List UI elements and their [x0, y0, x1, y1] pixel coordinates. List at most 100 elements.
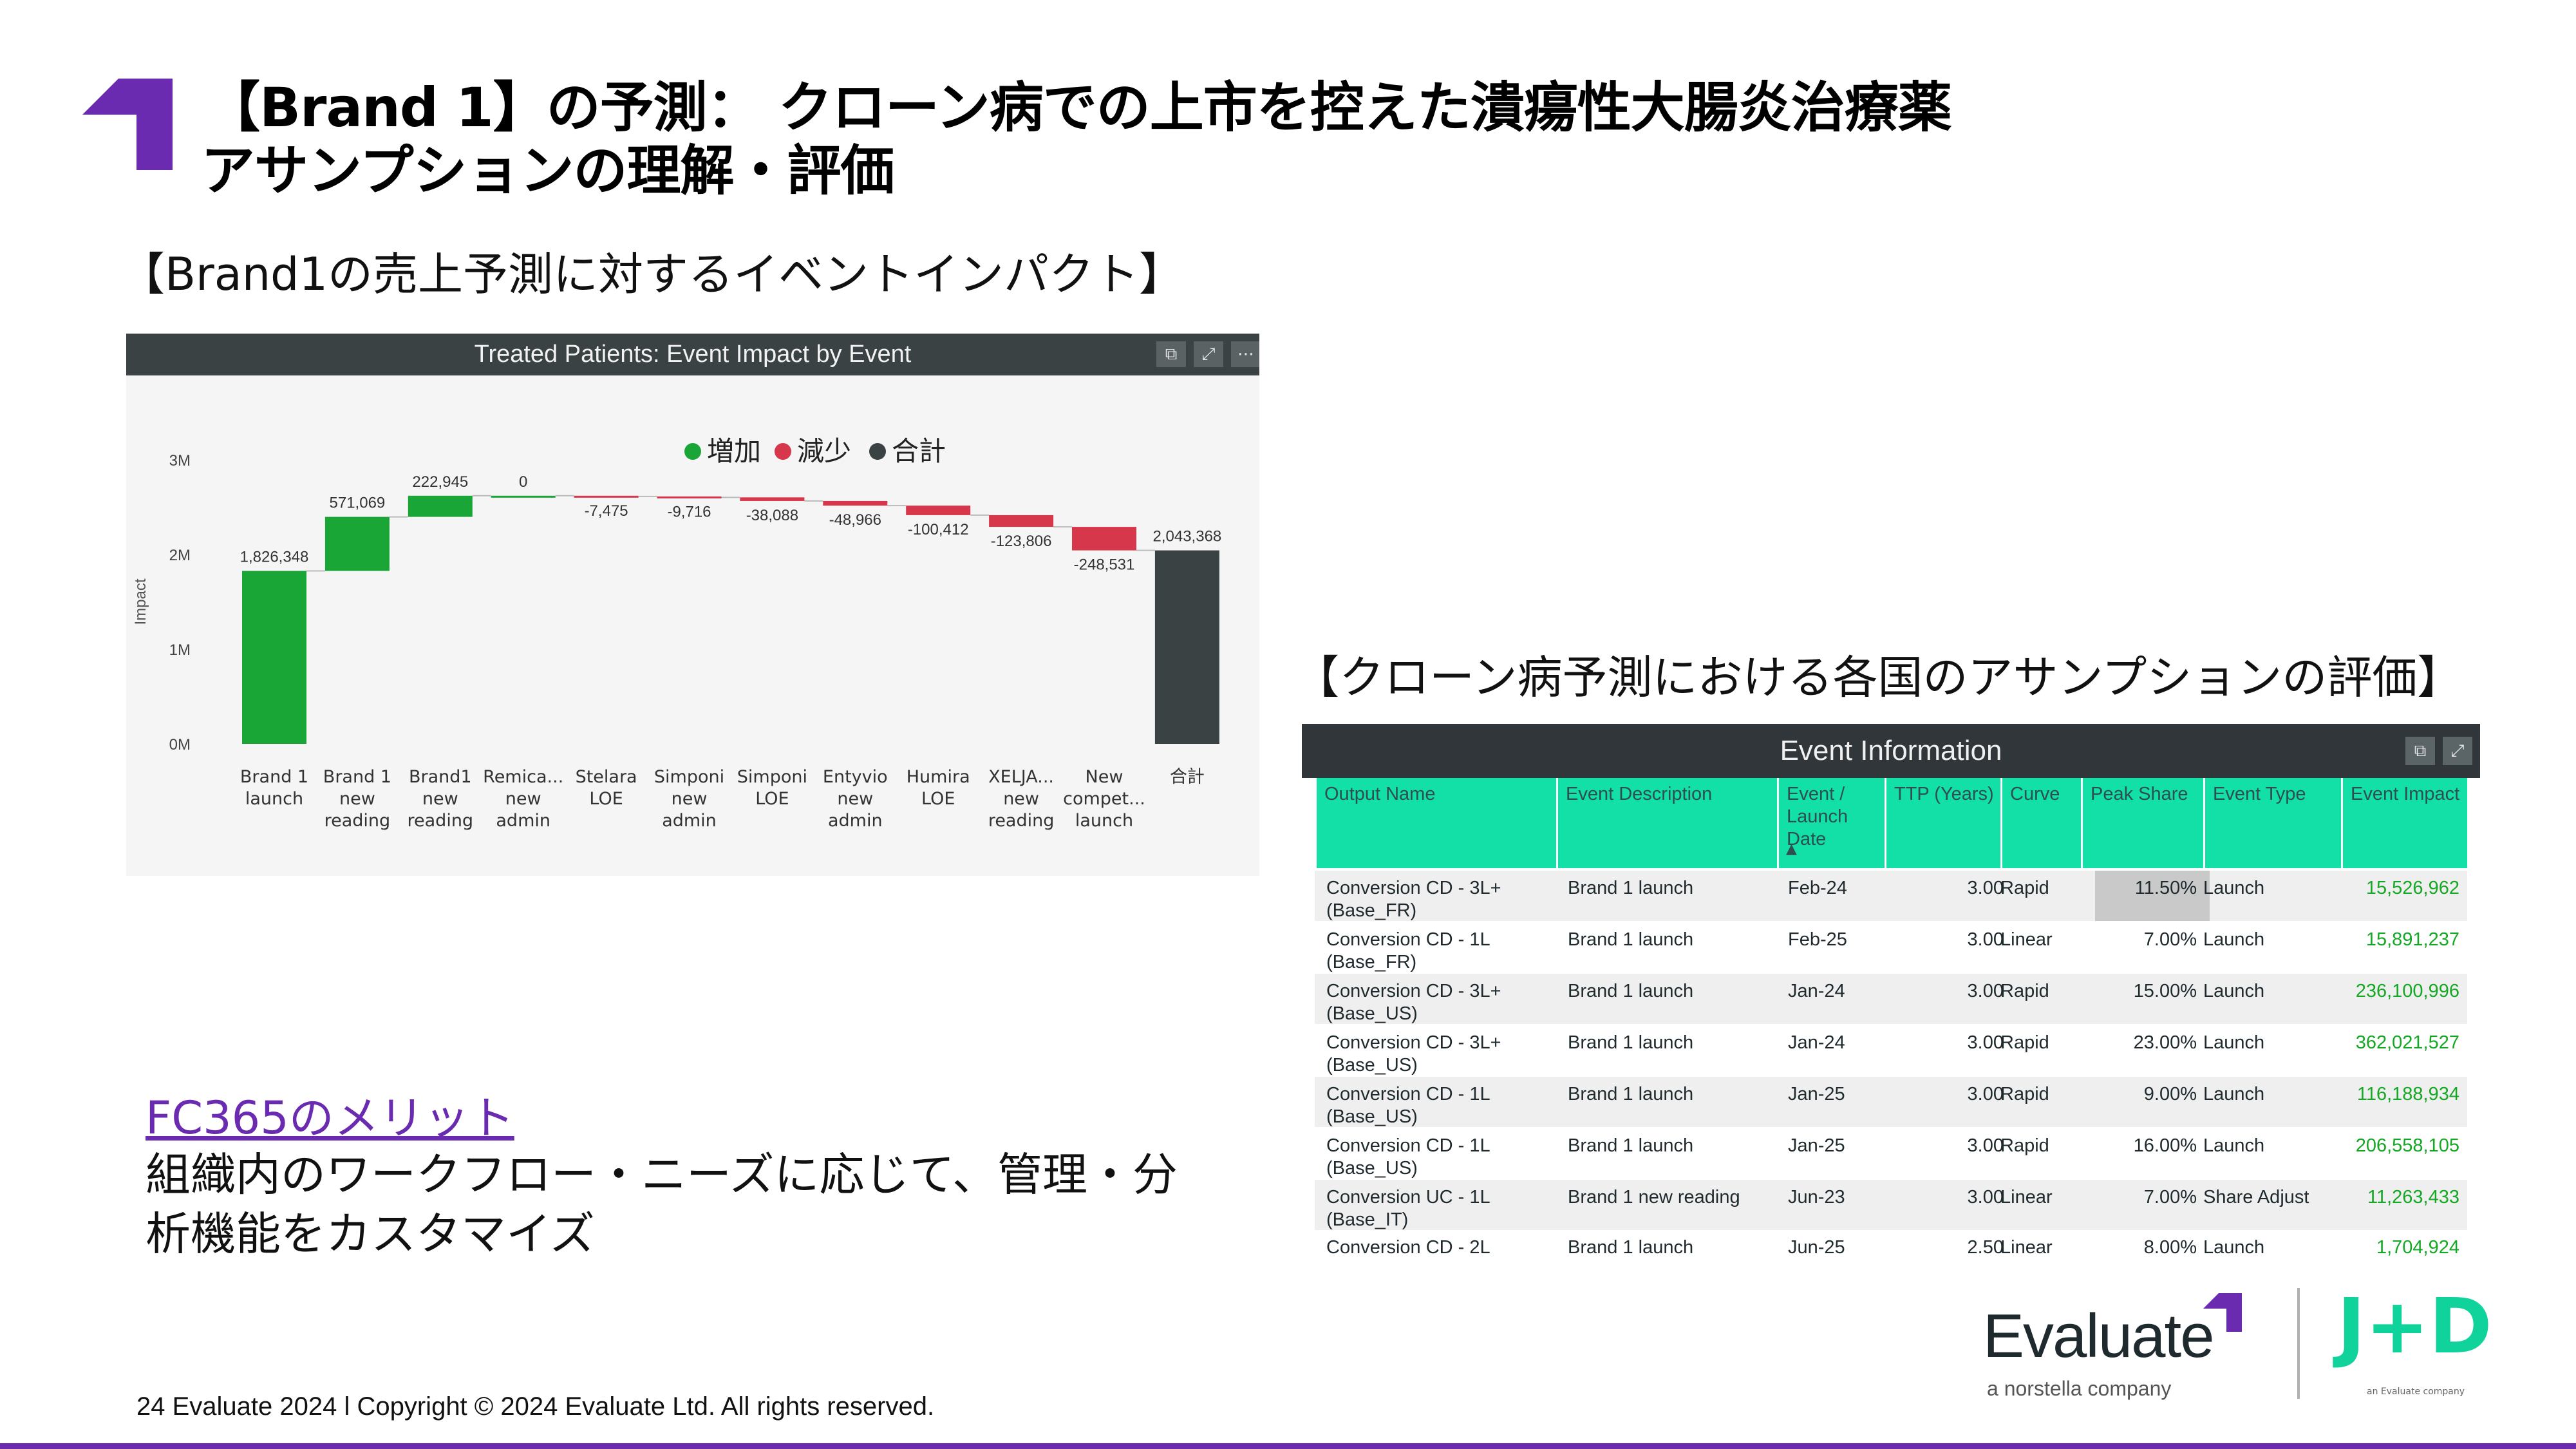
y-tick-label: 1M	[169, 641, 191, 659]
table-row[interactable]: Conversion UC - 1L (Base_IT) Brand 1 new …	[1315, 1180, 2467, 1230]
table-cell: Jun-23	[1788, 1187, 1845, 1208]
waterfall-bar	[740, 497, 805, 501]
table-cell: 3.00	[1967, 1084, 2004, 1104]
data-label: -38,088	[746, 507, 798, 524]
bottom-rule	[0, 1443, 2576, 1449]
waterfall-bar	[906, 506, 971, 515]
evaluate-logo-mark-icon	[2203, 1293, 2242, 1332]
table-cell: Conversion CD - 1L (Base_US)	[1326, 1084, 1490, 1127]
table-cell: Conversion CD - 1L (Base_FR)	[1326, 929, 1490, 972]
waterfall-bar	[657, 496, 722, 498]
table-cell: 362,021,527	[2355, 1032, 2459, 1053]
table-cell: 2.50	[1967, 1237, 2004, 1257]
table-cell: Linear	[2000, 929, 2053, 950]
sort-ascending-icon[interactable]: ▲	[1786, 841, 1797, 857]
table-cell: Share Adjust	[2203, 1187, 2309, 1208]
column-header[interactable]: Event Impact	[2341, 778, 2467, 868]
category-label: Brand1	[409, 767, 472, 787]
waterfall-bar	[324, 516, 390, 571]
waterfall-bar	[1072, 527, 1136, 551]
table-row[interactable]: Conversion CD - 3L+ (Base_US) Brand 1 lau…	[1315, 974, 2467, 1024]
table-row[interactable]: Conversion CD - 1L (Base_FR) Brand 1 laun…	[1315, 922, 2467, 972]
table-cell: Jan-24	[1788, 981, 1845, 1001]
footer-copyright: 24 Evaluate 2024 l Copyright © 2024 Eval…	[136, 1392, 935, 1421]
table-row[interactable]: Conversion CD - 2L Brand 1 launch Jun-25 2.…	[1315, 1230, 2467, 1257]
waterfall-bar	[242, 571, 306, 744]
table-cell: Feb-25	[1788, 929, 1847, 950]
category-label: launch	[1075, 811, 1133, 831]
table-cell: 1,704,924	[2376, 1237, 2459, 1257]
category-label: XELJA...	[988, 767, 1054, 787]
table-cell: Rapid	[2000, 1084, 2049, 1104]
table-cell: Brand 1 launch	[1568, 981, 1694, 1001]
category-label: reading	[324, 811, 391, 831]
more-icon[interactable]: ⋯	[1231, 341, 1259, 367]
column-header[interactable]: TTP (Years)	[1885, 778, 2000, 868]
table-cell: 15,891,237	[2365, 929, 2459, 950]
table-cell: Launch	[2203, 1237, 2265, 1257]
table-cell: 15.00%	[2133, 981, 2197, 1001]
fc365-benefit-link[interactable]: FC365のメリット	[146, 1092, 514, 1144]
table-cell: Linear	[2000, 1187, 2053, 1208]
category-label: new	[505, 789, 541, 809]
legend-marker	[684, 443, 701, 460]
page-subtitle: アサンプションの理解・評価	[201, 139, 894, 202]
chart-title: Treated Patients: Event Impact by Event	[474, 341, 912, 368]
table-cell: Jan-25	[1788, 1084, 1845, 1104]
category-label: LOE	[755, 789, 789, 809]
table-cell: 3.00	[1967, 981, 2004, 1001]
category-label: launch	[245, 789, 303, 809]
table-row[interactable]: Conversion CD - 3L+ (Base_US) Brand 1 lau…	[1315, 1025, 2467, 1075]
column-header[interactable]: Curve	[2000, 778, 2081, 868]
category-label: admin	[496, 811, 550, 831]
table-cell: Rapid	[2000, 1032, 2049, 1053]
category-label: compet...	[1063, 789, 1145, 809]
column-header[interactable]: Output Name	[1315, 778, 1556, 868]
category-label: Humira	[907, 767, 970, 787]
data-label: -7,475	[585, 502, 628, 520]
category-label: new	[837, 789, 873, 809]
category-label: Stelara	[576, 767, 637, 787]
column-header[interactable]: Event / Launch Date	[1777, 778, 1885, 868]
copy-icon[interactable]: ⧉	[1156, 341, 1186, 367]
copy-icon[interactable]: ⧉	[2405, 737, 2435, 765]
title-arrow-icon	[82, 79, 173, 170]
category-label: 合計	[1170, 767, 1205, 787]
table-cell: 3.00	[1967, 929, 2004, 950]
table-cell: 3.00	[1967, 878, 2004, 898]
waterfall-bar	[1154, 550, 1219, 744]
table-cell: Brand 1 launch	[1568, 1135, 1694, 1156]
expand-icon[interactable]: ⤢	[1194, 341, 1223, 367]
data-label: -48,966	[829, 511, 881, 529]
table-cell: Rapid	[2000, 878, 2049, 898]
column-header[interactable]: Peak Share	[2081, 778, 2203, 868]
table-cell: Launch	[2203, 981, 2265, 1001]
expand-icon[interactable]: ⤢	[2443, 737, 2472, 765]
table-cell: 8.00%	[2143, 1237, 2197, 1257]
table-cell: 15,526,962	[2365, 878, 2459, 898]
y-tick-label: 2M	[169, 547, 191, 564]
table-cell: Conversion CD - 3L+ (Base_FR)	[1326, 878, 1501, 921]
logo-divider	[2297, 1288, 2300, 1399]
legend-label: 合計	[892, 435, 946, 467]
y-tick-label: 0M	[169, 736, 191, 753]
jd-logo-tagline: an Evaluate company	[2367, 1387, 2465, 1397]
data-label: 2,043,368	[1153, 528, 1222, 545]
waterfall-chart-panel: Treated Patients: Event Impact by Event …	[126, 334, 1259, 876]
column-header[interactable]: Event Type	[2203, 778, 2341, 868]
table-row[interactable]: Conversion CD - 1L (Base_US) Brand 1 laun…	[1315, 1077, 2467, 1127]
waterfall-bar	[491, 495, 556, 498]
category-label: reading	[988, 811, 1055, 831]
table-cell: 116,188,934	[2356, 1084, 2459, 1104]
category-label: new	[1003, 789, 1039, 809]
table-row[interactable]: Conversion CD - 3L+ (Base_FR) Brand 1 lau…	[1315, 871, 2467, 921]
table-cell: 11.50%	[2134, 878, 2197, 898]
table-cell: Brand 1 new reading	[1568, 1187, 1740, 1208]
table-header-bar	[1302, 724, 2480, 778]
column-header[interactable]: Event Description	[1556, 778, 1777, 868]
jd-logo: J+D	[2337, 1282, 2492, 1370]
table-cell: Conversion CD - 3L+ (Base_US)	[1326, 981, 1501, 1024]
highlighted-cell-bg	[2095, 871, 2210, 921]
table-row[interactable]: Conversion CD - 1L (Base_US) Brand 1 laun…	[1315, 1128, 2467, 1179]
